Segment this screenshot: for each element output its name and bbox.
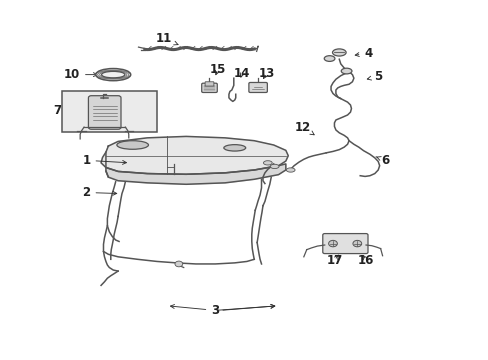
FancyBboxPatch shape — [248, 82, 267, 93]
FancyBboxPatch shape — [204, 82, 213, 86]
Text: 2: 2 — [82, 186, 117, 199]
Text: 8: 8 — [104, 97, 119, 110]
Text: 11: 11 — [156, 32, 178, 45]
FancyBboxPatch shape — [322, 234, 367, 253]
Polygon shape — [101, 136, 287, 174]
Ellipse shape — [263, 161, 272, 165]
Ellipse shape — [96, 68, 130, 81]
Text: 4: 4 — [354, 47, 372, 60]
Text: 12: 12 — [294, 121, 314, 135]
Text: 7: 7 — [53, 104, 75, 117]
FancyBboxPatch shape — [88, 96, 121, 129]
Ellipse shape — [324, 56, 334, 62]
Text: 1: 1 — [82, 154, 126, 167]
Ellipse shape — [341, 68, 351, 74]
Ellipse shape — [224, 145, 245, 151]
Text: 5: 5 — [366, 70, 382, 83]
Text: 17: 17 — [325, 254, 342, 267]
Ellipse shape — [117, 141, 148, 149]
Text: 16: 16 — [357, 254, 373, 267]
Ellipse shape — [270, 164, 279, 168]
Text: 15: 15 — [209, 63, 225, 76]
Text: 9: 9 — [104, 104, 119, 117]
Circle shape — [328, 240, 337, 247]
Text: 13: 13 — [258, 67, 274, 80]
FancyBboxPatch shape — [62, 91, 157, 132]
Circle shape — [352, 240, 361, 247]
Polygon shape — [106, 164, 285, 184]
Text: 6: 6 — [375, 154, 389, 167]
Text: 3: 3 — [170, 304, 219, 317]
Text: 14: 14 — [233, 67, 250, 80]
Ellipse shape — [102, 71, 124, 78]
Ellipse shape — [332, 49, 346, 56]
Text: 10: 10 — [63, 68, 97, 81]
Ellipse shape — [286, 168, 294, 172]
FancyBboxPatch shape — [201, 83, 217, 93]
Circle shape — [175, 261, 183, 267]
